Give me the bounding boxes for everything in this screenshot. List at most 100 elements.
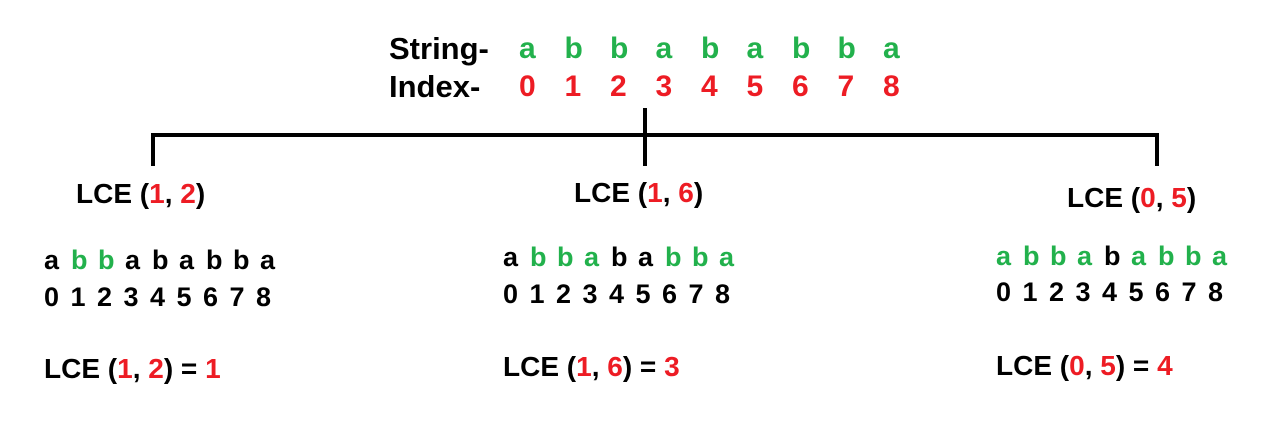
seq-char: b [530, 242, 547, 272]
result-prefix: LCE ( [44, 353, 118, 384]
result-value: 1 [205, 353, 221, 384]
index-j: 5 [1171, 182, 1187, 213]
query-3-title: LCE (0, 5) [1067, 182, 1196, 214]
seq-char: b [98, 245, 115, 275]
index-j: 5 [1100, 350, 1116, 381]
seq-char: b [1185, 241, 1202, 271]
seq-digit: 0 [44, 282, 60, 312]
header-index: 3 [655, 70, 673, 103]
string-label: String- [389, 31, 489, 66]
seq-digit: 1 [1022, 277, 1038, 307]
header-index: 6 [792, 70, 809, 103]
result-value: 4 [1157, 350, 1173, 381]
title-suffix: ) [1186, 182, 1197, 213]
index-j: 2 [148, 353, 164, 384]
seq-char: a [125, 245, 141, 275]
seq-char: a [638, 242, 654, 272]
seq-char: a [503, 242, 519, 272]
header-char: b [701, 32, 720, 65]
seq-char: b [152, 245, 169, 275]
seq-digit: 7 [1181, 277, 1197, 307]
seq-digit: 3 [582, 279, 598, 309]
comma: , [591, 351, 608, 382]
seq-digit: 5 [635, 279, 651, 309]
seq-char: b [665, 242, 682, 272]
seq-char: a [584, 242, 600, 272]
seq-char: b [1158, 241, 1175, 271]
index-label: Index- [389, 69, 481, 104]
title-suffix: ) [693, 177, 704, 208]
seq-digit: 7 [688, 279, 704, 309]
comma: , [1084, 350, 1101, 381]
seq-digit: 1 [529, 279, 545, 309]
seq-digit: 1 [70, 282, 86, 312]
index-i: 0 [1140, 182, 1156, 213]
header-char: b [837, 32, 856, 65]
title-prefix: LCE ( [1067, 182, 1141, 213]
index-j: 6 [607, 351, 623, 382]
seq-digit: 2 [1049, 277, 1065, 307]
header-char: a [883, 32, 900, 65]
seq-digit: 4 [150, 282, 166, 312]
result-equals: ) = [1115, 350, 1158, 381]
seq-char: b [611, 242, 628, 272]
header-index: 5 [746, 70, 764, 103]
title-suffix: ) [195, 178, 206, 209]
seq-char: a [1131, 241, 1147, 271]
result-equals: ) = [622, 351, 665, 382]
comma: , [164, 178, 181, 209]
query-2-title: LCE (1, 6) [574, 177, 703, 209]
seq-char: b [1104, 241, 1121, 271]
seq-digit: 8 [1208, 277, 1224, 307]
comma: , [132, 353, 149, 384]
seq-char: b [557, 242, 574, 272]
header-char: b [610, 32, 629, 65]
seq-digit: 0 [503, 279, 519, 309]
index-j: 6 [678, 177, 694, 208]
seq-char: b [692, 242, 709, 272]
header-index: 1 [564, 70, 582, 103]
seq-char: a [1212, 241, 1228, 271]
index-i: 0 [1069, 350, 1085, 381]
header-char: a [655, 32, 673, 65]
result-prefix: LCE ( [503, 351, 577, 382]
seq-char: b [206, 245, 223, 275]
seq-digit: 5 [176, 282, 192, 312]
result-equals: ) = [163, 353, 206, 384]
seq-digit: 6 [1155, 277, 1171, 307]
seq-digit: 4 [1102, 277, 1118, 307]
seq-digit: 2 [556, 279, 572, 309]
query-1-title: LCE (1, 2) [76, 178, 205, 210]
result-prefix: LCE ( [996, 350, 1070, 381]
seq-digit: 0 [996, 277, 1012, 307]
comma: , [1155, 182, 1172, 213]
seq-char: a [179, 245, 195, 275]
seq-digit: 8 [256, 282, 272, 312]
header-char: b [564, 32, 583, 65]
header-index: 8 [883, 70, 900, 103]
header-index: 7 [837, 70, 855, 103]
seq-char: a [996, 241, 1012, 271]
seq-digit: 2 [97, 282, 113, 312]
title-prefix: LCE ( [76, 178, 150, 209]
seq-digit: 5 [1128, 277, 1144, 307]
seq-char: a [260, 245, 276, 275]
query-1-result: LCE (1, 2) = 1 [44, 353, 221, 385]
seq-char: b [71, 245, 88, 275]
comma: , [662, 177, 679, 208]
seq-char: a [44, 245, 60, 275]
seq-char: b [1023, 241, 1040, 271]
header-index: 0 [519, 70, 536, 103]
index-i: 1 [149, 178, 165, 209]
header-char: a [746, 32, 764, 65]
query-3-result: LCE (0, 5) = 4 [996, 350, 1173, 382]
query-2-result: LCE (1, 6) = 3 [503, 351, 680, 383]
